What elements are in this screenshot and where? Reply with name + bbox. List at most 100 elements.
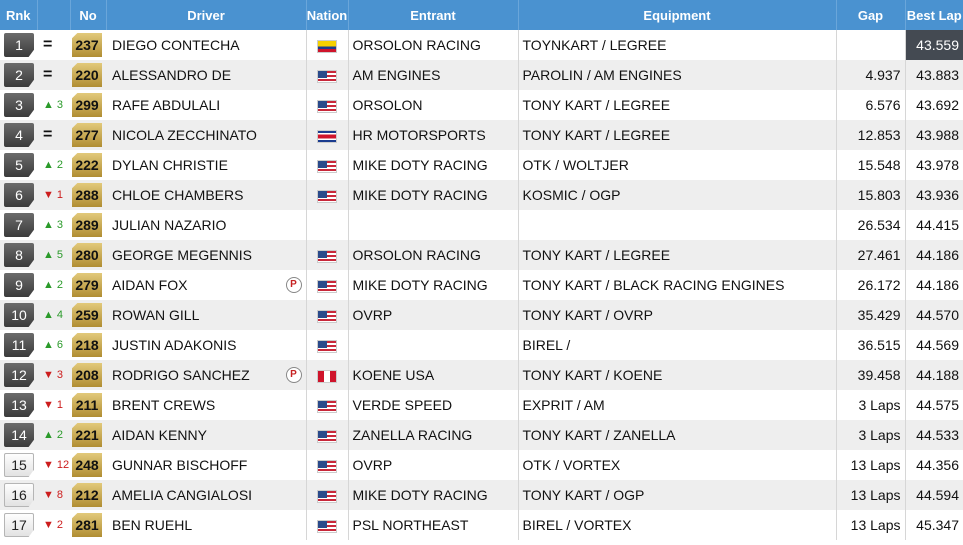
usa-flag-icon bbox=[317, 159, 337, 173]
best-lap-cell: 43.692 bbox=[905, 90, 963, 120]
equipment-cell: PAROLIN / AM ENGINES bbox=[518, 60, 837, 90]
equipment-cell: TONY KART / ZANELLA bbox=[518, 420, 837, 450]
driver-cell[interactable]: GEORGE MEGENNIS bbox=[106, 240, 307, 270]
driver-cell[interactable]: RAFE ABDULALI bbox=[106, 90, 307, 120]
nation-cell bbox=[306, 480, 349, 510]
table-row[interactable]: 15 ▼ 12 248 GUNNAR BISCHOFF OVRP OTK / VO… bbox=[0, 450, 963, 480]
driver-name[interactable]: GUNNAR BISCHOFF bbox=[112, 457, 248, 473]
table-row[interactable]: 17 ▼ 2 281 BEN RUEHL PSL NORTHEAST BIREL … bbox=[0, 510, 963, 540]
header-equipment[interactable]: Equipment bbox=[518, 0, 837, 30]
penalty-icon[interactable]: P bbox=[285, 367, 302, 383]
nation-cell bbox=[306, 180, 349, 210]
usa-flag-icon bbox=[317, 519, 337, 533]
driver-cell[interactable]: DYLAN CHRISTIE bbox=[106, 150, 307, 180]
table-row[interactable]: 10 ▲ 4 259 ROWAN GILL OVRP TONY KART / OV… bbox=[0, 300, 963, 330]
table-row[interactable]: 13 ▼ 1 211 BRENT CREWS VERDE SPEED EXPRIT… bbox=[0, 390, 963, 420]
driver-cell[interactable]: BEN RUEHL bbox=[106, 510, 307, 540]
header-driver[interactable]: Driver bbox=[106, 0, 307, 30]
driver-name[interactable]: BRENT CREWS bbox=[112, 397, 216, 413]
driver-name[interactable]: ROWAN GILL bbox=[112, 307, 200, 323]
equipment-cell: OTK / WOLTJER bbox=[518, 150, 837, 180]
driver-name[interactable]: ALESSANDRO DE bbox=[112, 67, 232, 83]
number-cell: 277 bbox=[70, 120, 106, 150]
driver-name[interactable]: GEORGE MEGENNIS bbox=[112, 247, 253, 263]
driver-cell[interactable]: JULIAN NAZARIO bbox=[106, 210, 307, 240]
driver-name[interactable]: BEN RUEHL bbox=[112, 517, 193, 533]
table-row[interactable]: 5 ▲ 2 222 DYLAN CHRISTIE MIKE DOTY RACING… bbox=[0, 150, 963, 180]
driver-name[interactable]: AMELIA CANGIALOSI bbox=[112, 487, 253, 503]
driver-cell[interactable]: NICOLA ZECCHINATO bbox=[106, 120, 307, 150]
driver-cell[interactable]: AIDAN KENNY bbox=[106, 420, 307, 450]
header-nation[interactable]: Nation bbox=[306, 0, 349, 30]
change-cell: ▲ 2 bbox=[37, 150, 70, 180]
driver-cell[interactable]: BRENT CREWS bbox=[106, 390, 307, 420]
driver-cell[interactable]: JUSTIN ADAKONIS bbox=[106, 330, 307, 360]
driver-name[interactable]: JULIAN NAZARIO bbox=[112, 217, 227, 233]
number-cell: 289 bbox=[70, 210, 106, 240]
header-rnk[interactable]: Rnk bbox=[0, 0, 38, 30]
driver-cell[interactable]: CHLOE CHAMBERS bbox=[106, 180, 307, 210]
driver-cell[interactable]: DIEGO CONTECHA bbox=[106, 30, 307, 60]
driver-name[interactable]: DIEGO CONTECHA bbox=[112, 37, 240, 53]
header-gap[interactable]: Gap bbox=[836, 0, 906, 30]
car-number-badge: 211 bbox=[72, 393, 102, 417]
equipment-cell bbox=[518, 210, 837, 240]
header-best-lap[interactable]: Best Lap bbox=[905, 0, 963, 30]
equipment-cell: TONY KART / BLACK RACING ENGINES bbox=[518, 270, 837, 300]
table-row[interactable]: 16 ▼ 8 212 AMELIA CANGIALOSI MIKE DOTY RA… bbox=[0, 480, 963, 510]
position-same-icon: = bbox=[43, 66, 53, 83]
nation-cell bbox=[306, 300, 349, 330]
header-change bbox=[37, 0, 71, 30]
gap-cell: 26.172 bbox=[836, 270, 906, 300]
entrant-cell bbox=[348, 210, 519, 240]
car-number-badge: 218 bbox=[72, 333, 102, 357]
driver-name[interactable]: RAFE ABDULALI bbox=[112, 97, 221, 113]
driver-name[interactable]: NICOLA ZECCHINATO bbox=[112, 127, 257, 143]
change-cell: ▼ 1 bbox=[37, 390, 70, 420]
table-row[interactable]: 11 ▲ 6 218 JUSTIN ADAKONIS BIREL / 36.515… bbox=[0, 330, 963, 360]
position-change: ▲ 4 bbox=[37, 309, 63, 321]
driver-cell[interactable]: GUNNAR BISCHOFF bbox=[106, 450, 307, 480]
equipment-cell: TONY KART / OGP bbox=[518, 480, 837, 510]
driver-cell[interactable]: ROWAN GILL bbox=[106, 300, 307, 330]
table-row[interactable]: 8 ▲ 5 280 GEORGE MEGENNIS ORSOLON RACING … bbox=[0, 240, 963, 270]
driver-name[interactable]: DYLAN CHRISTIE bbox=[112, 157, 228, 173]
change-cell: ▲ 4 bbox=[37, 300, 70, 330]
table-row[interactable]: 2 = 220 ALESSANDRO DE AM ENGINES PAROLIN… bbox=[0, 60, 963, 90]
entrant-cell: ORSOLON bbox=[348, 90, 519, 120]
best-lap-cell: 43.978 bbox=[905, 150, 963, 180]
nation-cell bbox=[306, 210, 349, 240]
table-row[interactable]: 6 ▼ 1 288 CHLOE CHAMBERS MIKE DOTY RACING… bbox=[0, 180, 963, 210]
header-no[interactable]: No bbox=[70, 0, 107, 30]
table-row[interactable]: 3 ▲ 3 299 RAFE ABDULALI ORSOLON TONY KART… bbox=[0, 90, 963, 120]
driver-name[interactable]: RODRIGO SANCHEZ bbox=[112, 367, 250, 383]
rank-cell: 13 bbox=[0, 390, 37, 420]
rank-badge: 14 bbox=[4, 423, 34, 447]
table-row[interactable]: 7 ▲ 3 289 JULIAN NAZARIO 26.534 44.415 bbox=[0, 210, 963, 240]
rank-badge: 1 bbox=[4, 33, 34, 57]
penalty-icon[interactable]: P bbox=[285, 277, 302, 293]
driver-name[interactable]: JUSTIN ADAKONIS bbox=[112, 337, 237, 353]
table-row[interactable]: 9 ▲ 2 279 AIDAN FOX P MIKE DOTY RACING TON… bbox=[0, 270, 963, 300]
gap-cell: 4.937 bbox=[836, 60, 906, 90]
gap-cell: 6.576 bbox=[836, 90, 906, 120]
change-cell: ▲ 3 bbox=[37, 90, 70, 120]
table-row[interactable]: 12 ▼ 3 208 RODRIGO SANCHEZ P KOENE USA TON… bbox=[0, 360, 963, 390]
table-row[interactable]: 4 = 277 NICOLA ZECCHINATO HR MOTORSPORTS… bbox=[0, 120, 963, 150]
table-row[interactable]: 1 = 237 DIEGO CONTECHA ORSOLON RACING TO… bbox=[0, 30, 963, 60]
driver-cell[interactable]: AIDAN FOX P bbox=[106, 270, 307, 300]
driver-cell[interactable]: RODRIGO SANCHEZ P bbox=[106, 360, 307, 390]
change-cell: ▼ 2 bbox=[37, 510, 70, 540]
car-number-badge: 208 bbox=[72, 363, 102, 387]
car-number-badge: 280 bbox=[72, 243, 102, 267]
table-row[interactable]: 14 ▲ 2 221 AIDAN KENNY ZANELLA RACING TON… bbox=[0, 420, 963, 450]
position-change-value: 4 bbox=[56, 309, 64, 321]
driver-cell[interactable]: AMELIA CANGIALOSI bbox=[106, 480, 307, 510]
header-entrant[interactable]: Entrant bbox=[348, 0, 519, 30]
car-number-badge: 288 bbox=[72, 183, 102, 207]
driver-cell[interactable]: ALESSANDRO DE bbox=[106, 60, 307, 90]
equipment-cell: BIREL / bbox=[518, 330, 837, 360]
driver-name[interactable]: AIDAN KENNY bbox=[112, 427, 207, 443]
driver-name[interactable]: AIDAN FOX bbox=[112, 277, 188, 293]
driver-name[interactable]: CHLOE CHAMBERS bbox=[112, 187, 244, 203]
